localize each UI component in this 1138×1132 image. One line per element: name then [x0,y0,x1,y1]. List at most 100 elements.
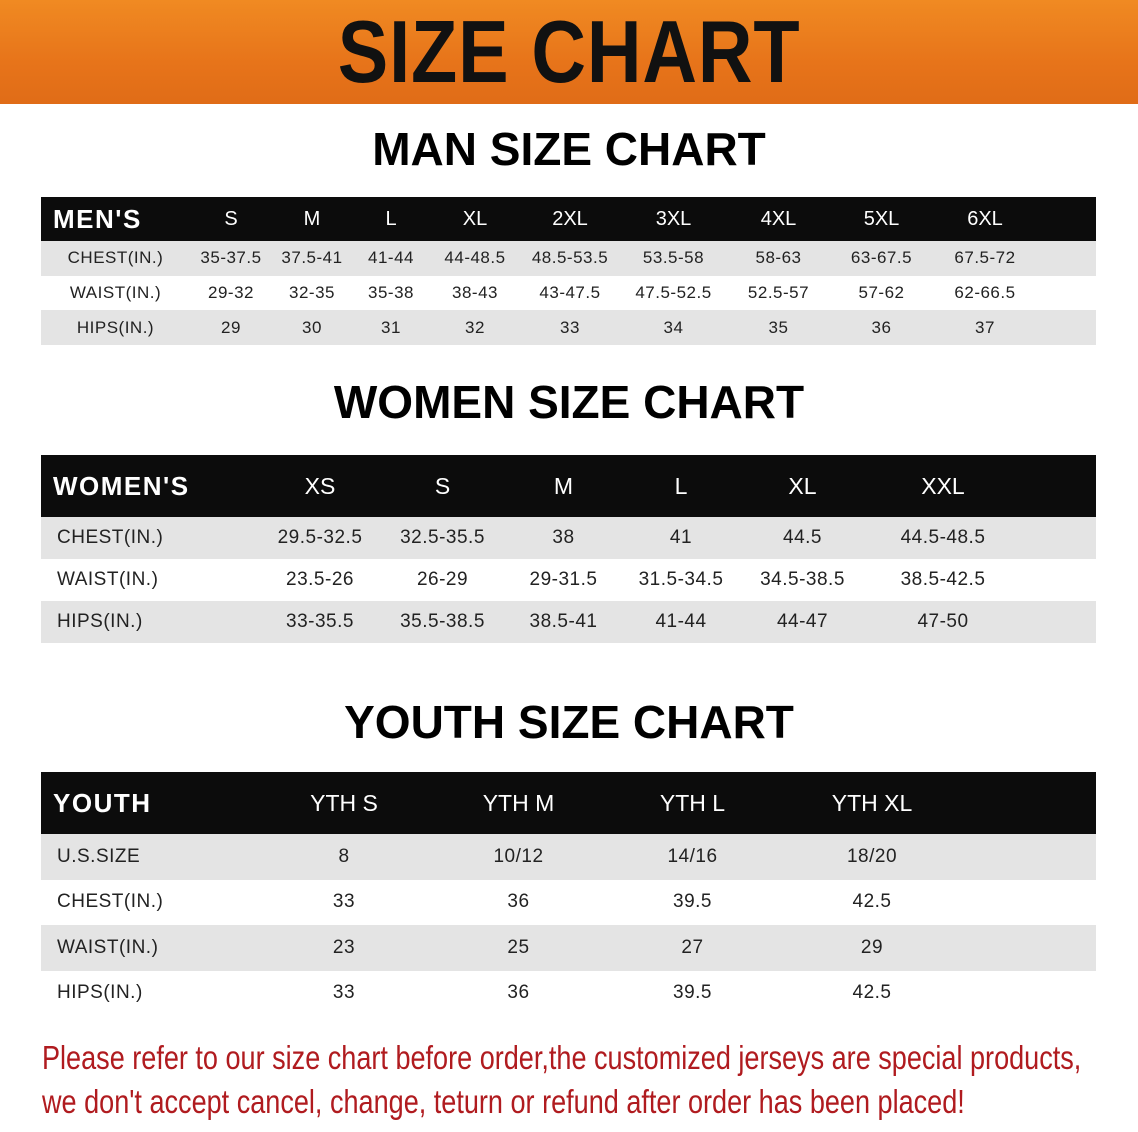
size-column-header: M [505,455,622,517]
table-cell [1037,275,1096,311]
table-cell: 35-37.5 [190,241,272,276]
table-cell [1037,310,1096,346]
women-section-title: WOMEN SIZE CHART [333,376,805,428]
men-section-title: MAN SIZE CHART [372,123,766,175]
table-cell: 52.5-57 [727,275,830,311]
table-cell: 38 [505,517,622,559]
women-header-row: WOMEN'S XS S M L XL XXL [41,455,1096,517]
table-cell: 32.5-35.5 [380,517,505,559]
table-cell: 38.5-42.5 [865,559,1021,601]
table-cell: 36 [830,310,933,346]
table-cell [1021,517,1096,559]
table-cell: 33 [257,879,431,925]
table-cell: 36 [431,879,606,925]
table-cell: 30 [272,310,352,346]
size-column-header: XS [260,455,380,517]
table-cell: 44.5-48.5 [865,517,1021,559]
row-label: CHEST(IN.) [41,517,260,559]
table-cell [965,834,1096,880]
table-cell: 33-35.5 [260,601,380,643]
table-cell: 37.5-41 [272,241,352,276]
table-cell: 58-63 [727,241,830,276]
table-cell: 48.5-53.5 [520,241,620,276]
women-header-label: WOMEN'S [41,455,260,517]
table-cell: 29 [779,925,965,971]
table-row: CHEST(IN.) 33 36 39.5 42.5 [41,879,1096,925]
table-cell: 35 [727,310,830,346]
size-column-header [1037,197,1096,241]
table-cell: 63-67.5 [830,241,933,276]
table-cell [1021,559,1096,601]
table-cell [1037,241,1096,276]
size-column-header: L [622,455,740,517]
table-row: HIPS(IN.) 33-35.5 35.5-38.5 38.5-41 41-44 44-… [41,601,1096,643]
table-row: WAIST(IN.) 29-32 32-35 35-38 38-43 43-47.5 47.… [41,275,1096,311]
men-header-row: MEN'S S M L XL 2XL 3XL 4XL 5XL 6XL [41,197,1096,241]
table-row: U.S.SIZE 8 10/12 14/16 18/20 [41,834,1096,880]
row-label: WAIST(IN.) [41,559,260,601]
men-header-label: MEN'S [41,197,190,241]
table-cell: 47-50 [865,601,1021,643]
table-cell: 67.5-72 [933,241,1037,276]
size-column-header: L [352,197,430,241]
table-cell: 35.5-38.5 [380,601,505,643]
table-row: HIPS(IN.) 29 30 31 32 33 34 35 36 37 [41,310,1096,346]
table-cell: 29-31.5 [505,559,622,601]
table-cell: 26-29 [380,559,505,601]
women-size-table: WOMEN'S XS S M L XL XXL CHEST(IN.) 29.5-32.5 32.5… [41,455,1096,643]
youth-size-table: YOUTH YTH S YTH M YTH L YTH XL U.S.SIZE 8 10/12… [41,772,1096,1016]
table-cell: 44-47 [740,601,865,643]
size-column-header: XL [430,197,520,241]
table-cell: 38-43 [430,275,520,311]
table-cell [1021,601,1096,643]
table-cell: 42.5 [779,970,965,1016]
table-cell: 44.5 [740,517,865,559]
size-column-header [1021,455,1096,517]
row-label: HIPS(IN.) [41,310,190,346]
table-cell: 18/20 [779,834,965,880]
men-size-table: MEN'S S M L XL 2XL 3XL 4XL 5XL 6XL CHEST(IN.) 35-37… [41,197,1096,346]
size-column-header: XXL [865,455,1021,517]
size-column-header: 5XL [830,197,933,241]
row-label: HIPS(IN.) [41,601,260,643]
table-cell: 43-47.5 [520,275,620,311]
table-cell [965,925,1096,971]
row-label: WAIST(IN.) [41,925,257,971]
table-row: CHEST(IN.) 29.5-32.5 32.5-35.5 38 41 44.5 44.5… [41,517,1096,559]
size-column-header: YTH S [257,772,431,834]
table-cell: 41-44 [352,241,430,276]
size-column-header: M [272,197,352,241]
table-cell: 35-38 [352,275,430,311]
table-cell: 39.5 [606,879,779,925]
size-column-header: 3XL [620,197,727,241]
table-cell: 31 [352,310,430,346]
size-column-header: YTH XL [779,772,965,834]
table-cell: 29-32 [190,275,272,311]
table-cell: 8 [257,834,431,880]
table-cell [965,879,1096,925]
table-cell: 62-66.5 [933,275,1037,311]
size-column-header [965,772,1096,834]
table-cell: 39.5 [606,970,779,1016]
table-cell: 41 [622,517,740,559]
table-cell: 34.5-38.5 [740,559,865,601]
size-column-header: 4XL [727,197,830,241]
table-row: HIPS(IN.) 33 36 39.5 42.5 [41,970,1096,1016]
row-label: WAIST(IN.) [41,275,190,311]
table-cell: 29 [190,310,272,346]
size-column-header: YTH M [431,772,606,834]
page-title: SIZE CHART [337,2,801,101]
table-cell: 23 [257,925,431,971]
table-row: WAIST(IN.) 23 25 27 29 [41,925,1096,971]
table-cell: 25 [431,925,606,971]
row-label: CHEST(IN.) [41,879,257,925]
row-label: HIPS(IN.) [41,970,257,1016]
table-cell: 38.5-41 [505,601,622,643]
table-cell: 44-48.5 [430,241,520,276]
table-cell: 57-62 [830,275,933,311]
row-label: U.S.SIZE [41,834,257,880]
order-notice-line-1: Please refer to our size chart before or… [42,1039,1082,1076]
row-label: CHEST(IN.) [41,241,190,276]
table-cell: 23.5-26 [260,559,380,601]
table-cell: 36 [431,970,606,1016]
